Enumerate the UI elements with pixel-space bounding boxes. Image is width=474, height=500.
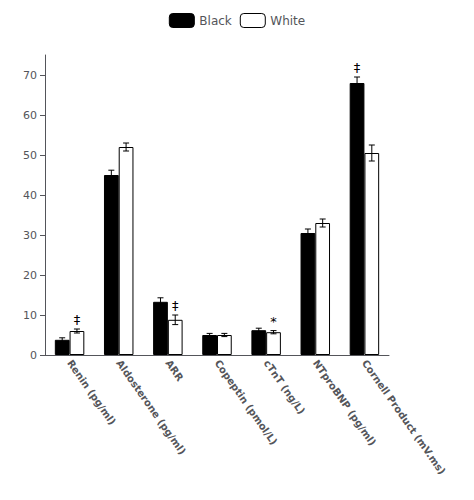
svg-text:Cornell Product (mV.ms): Cornell Product (mV.ms): [360, 358, 448, 477]
svg-text:20: 20: [23, 269, 37, 282]
svg-text:*: *: [270, 314, 277, 329]
svg-text:70: 70: [23, 69, 37, 82]
svg-text:10: 10: [23, 309, 37, 322]
svg-text:40: 40: [23, 189, 37, 202]
svg-text:30: 30: [23, 229, 37, 242]
svg-text:50: 50: [23, 149, 37, 162]
svg-text:White: White: [270, 14, 305, 28]
svg-text:Black: Black: [199, 14, 232, 28]
svg-text:Copeptin (pmol/L): Copeptin (pmol/L): [212, 357, 280, 447]
svg-text:Renin (pg/ml): Renin (pg/ml): [65, 358, 118, 427]
svg-text:‡: ‡: [354, 60, 361, 75]
svg-text:‡: ‡: [172, 298, 179, 313]
svg-text:NTproBNP (pg/ml): NTproBNP (pg/ml): [310, 357, 379, 448]
svg-text:ARR: ARR: [163, 358, 185, 384]
svg-text:Aldosterone (pg/ml): Aldosterone (pg/ml): [114, 358, 188, 457]
svg-text:0: 0: [30, 349, 37, 362]
svg-text:cTnT (ng/L): cTnT (ng/L): [262, 358, 308, 416]
svg-text:‡: ‡: [74, 312, 81, 327]
svg-text:60: 60: [23, 109, 37, 122]
